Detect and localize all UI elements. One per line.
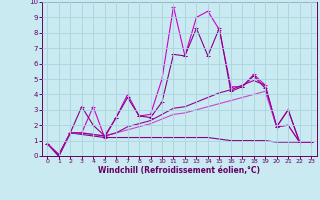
X-axis label: Windchill (Refroidissement éolien,°C): Windchill (Refroidissement éolien,°C)	[98, 166, 260, 175]
